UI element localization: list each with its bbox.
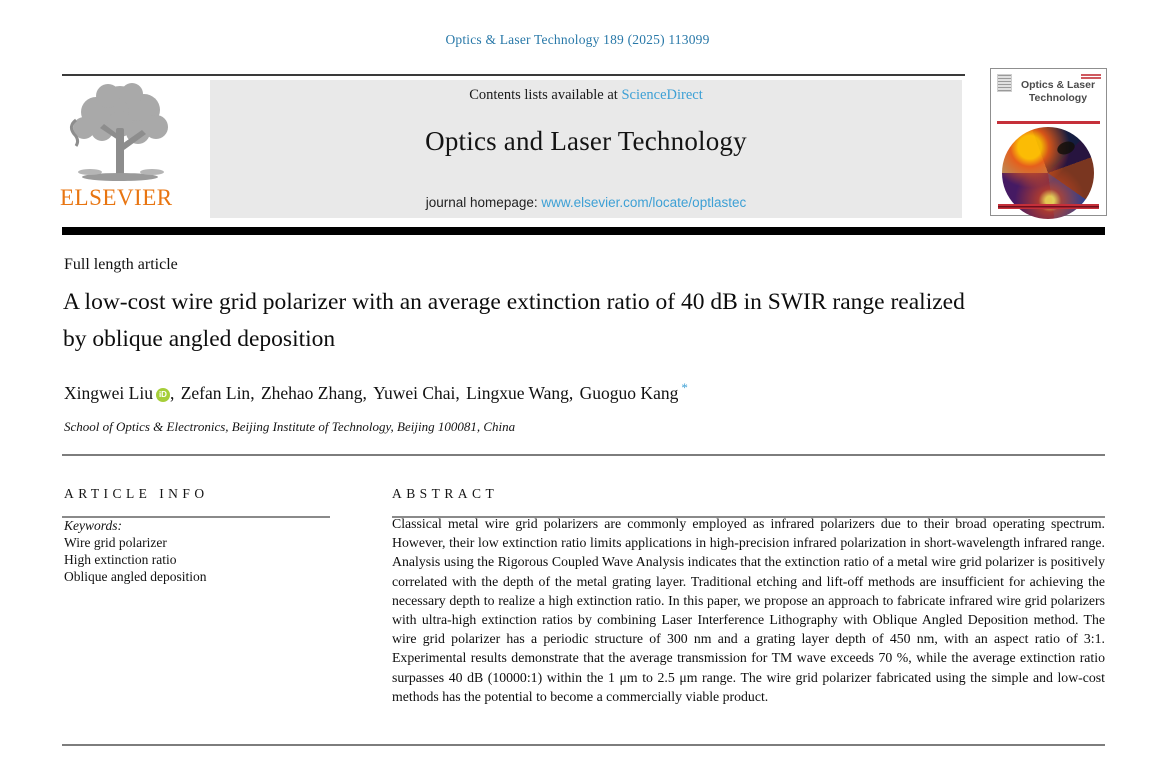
header-top-rule (62, 74, 965, 76)
section-top-rule (62, 454, 1105, 456)
orcid-icon[interactable]: iD (155, 388, 170, 402)
article-title: A low-cost wire grid polarizer with an a… (63, 289, 965, 352)
author-name: Zhehao Zhang (260, 383, 363, 403)
elsevier-wordmark: ELSEVIER (60, 185, 173, 210)
keywords-label: Keywords: (64, 518, 122, 533)
author-name: Xingwei Liu (64, 383, 153, 403)
elsevier-tree-icon (60, 80, 182, 184)
cover-journal-title: Optics & Laser Technology (1020, 79, 1096, 105)
keyword-item: Wire grid polarizer (64, 535, 167, 550)
author-separator: , (169, 383, 179, 403)
keyword-item: High extinction ratio (64, 552, 177, 567)
abstract-rule (392, 516, 1105, 518)
cover-red-rule (997, 121, 1100, 124)
homepage-link[interactable]: www.elsevier.com/locate/optlastec (541, 195, 747, 210)
abstract-section: ABSTRACT Classical metal wire grid polar… (392, 486, 1105, 706)
header-divider-bar (62, 227, 1105, 235)
abstract-text: Classical metal wire grid polarizers are… (392, 516, 1105, 704)
journal-title: Optics and Laser Technology (425, 126, 747, 156)
journal-citation-link[interactable]: Optics & Laser Technology 189 (2025) 113… (445, 32, 710, 47)
cover-publisher-mark (997, 74, 1012, 92)
author-separator: , (568, 383, 578, 403)
homepage-label: journal homepage: (425, 195, 538, 210)
author-name: Lingxue Wang (466, 383, 569, 403)
author-name: Zefan Lin (180, 383, 251, 403)
sciencedirect-link[interactable]: ScienceDirect (621, 87, 703, 103)
author-name: Guoguo Kang (579, 383, 679, 403)
abstract-heading: ABSTRACT (392, 486, 499, 501)
contents-lists-line: Contents lists available at ScienceDirec… (210, 87, 962, 104)
cover-bottom-bar (998, 204, 1099, 209)
article-info-heading: ARTICLE INFO (64, 486, 209, 501)
article-info-rule (62, 516, 330, 518)
journal-banner: Contents lists available at ScienceDirec… (210, 80, 962, 218)
keyword-item: Oblique angled deposition (64, 569, 207, 584)
page-bottom-rule (62, 744, 1105, 746)
corresponding-author-asterisk[interactable]: * (681, 380, 688, 395)
author-separator: , (455, 383, 465, 403)
article-info-section: ARTICLE INFO Keywords: Wire grid polariz… (64, 486, 330, 585)
journal-homepage-line: journal homepage: www.elsevier.com/locat… (210, 195, 962, 210)
author-affiliation: School of Optics & Electronics, Beijing … (64, 419, 516, 434)
journal-cover-thumbnail[interactable]: Optics & Laser Technology (990, 68, 1107, 219)
article-type-label: Full length article (64, 256, 178, 273)
cover-issn-mark (1081, 74, 1101, 76)
elsevier-logo[interactable]: ELSEVIER (60, 80, 182, 218)
author-name: Yuwei Chai (373, 383, 456, 403)
cover-collage-image (1002, 127, 1094, 219)
author-separator: , (250, 383, 259, 403)
contents-lists-text: Contents lists available at (469, 87, 618, 103)
author-separator: , (362, 383, 372, 403)
author-list: Xingwei Liu iD, Zefan Lin, Zhehao Zhang, … (64, 380, 688, 404)
